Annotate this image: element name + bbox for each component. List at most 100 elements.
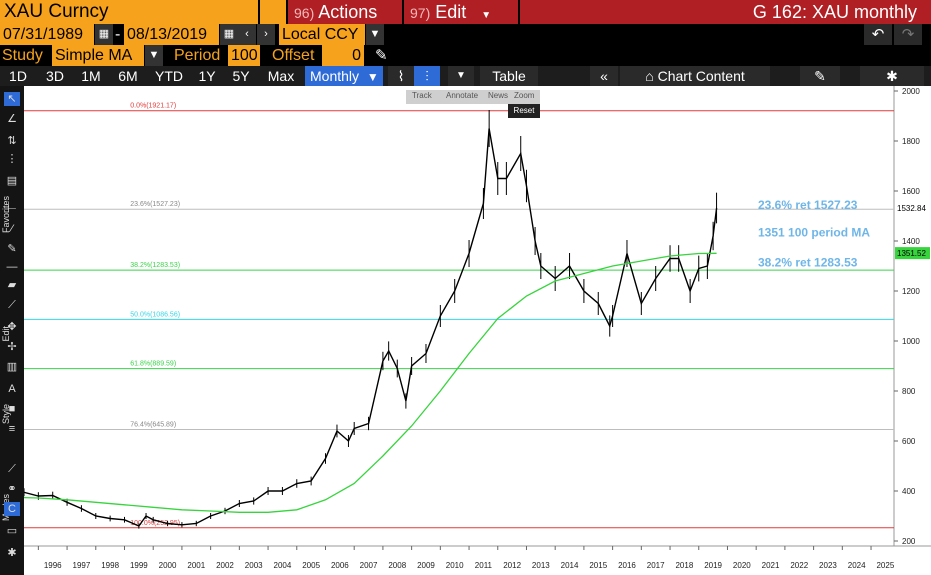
snap-icon[interactable]: C (4, 502, 20, 516)
x-tick-label: 2001 (187, 561, 205, 570)
fib-icon[interactable]: ▤ (6, 175, 18, 187)
x-tick-label: 2023 (819, 561, 837, 570)
x-tick-label: 2002 (216, 561, 234, 570)
x-tick-label: 2013 (532, 561, 550, 570)
date-separator: - (115, 26, 121, 43)
eraser-icon[interactable]: ⟋ (8, 299, 16, 311)
y-tick-label: 2000 (902, 87, 920, 96)
x-tick-label: 2015 (589, 561, 607, 570)
table-button[interactable]: Table (480, 66, 538, 86)
pointer-icon[interactable]: ↖ (4, 92, 20, 106)
chart-canvas: 2000 1800 1600 1400 1200 1000 800 600 400 200 1996… (24, 86, 931, 570)
offset-input[interactable]: 0 (322, 45, 364, 66)
channel-icon[interactable]: ⋮ (6, 153, 18, 165)
x-tick-label: 2012 (503, 561, 521, 570)
currency-select[interactable]: Local CCY (279, 24, 365, 45)
annotate-tool[interactable]: Annotate (446, 91, 479, 100)
lock-icon[interactable]: ▭ (6, 525, 18, 537)
color-icon[interactable]: ■ (8, 403, 16, 415)
undo-icon[interactable]: ↶ (864, 24, 892, 45)
text-icon[interactable]: A (8, 383, 16, 395)
x-tick-label: 1996 (44, 561, 62, 570)
edit-label: Edit (435, 2, 467, 22)
ticker-dropdown[interactable] (258, 0, 286, 24)
study-select[interactable]: Simple MA (52, 45, 144, 66)
crosshair-icon[interactable]: ⟋ (8, 463, 16, 475)
chevron-right-icon[interactable]: › (257, 24, 275, 45)
redo-icon[interactable]: ↷ (894, 24, 922, 45)
zoom-tool[interactable]: Zoom (514, 91, 535, 100)
edit-menu[interactable]: 97) Edit ▼ (404, 0, 518, 24)
period-1y[interactable]: 1Y (198, 68, 216, 84)
chart-icon: ⌂ (645, 68, 658, 84)
bar-chart-icon[interactable]: ⫶ (414, 66, 440, 86)
hline-icon[interactable]: — (6, 261, 18, 273)
period-6m[interactable]: 6M (118, 68, 138, 84)
chevron-down-icon[interactable]: ▼ (145, 45, 163, 66)
link-icon[interactable]: ⚭ (7, 483, 17, 495)
collapse-icon[interactable]: « (590, 66, 618, 86)
actions-menu[interactable]: 96) Actions ▼ (288, 0, 402, 46)
frequency-select[interactable]: Monthly ▼ (305, 66, 383, 86)
period-ytd[interactable]: YTD (155, 68, 183, 84)
chart-annotation: 38.2% ret 1283.53 (758, 256, 858, 270)
style-label: Style (1, 404, 11, 425)
ticker-field[interactable]: XAU Curncy (0, 0, 258, 24)
draw-line-icon[interactable]: ∠ (7, 113, 17, 125)
ruler-icon[interactable]: ⊢ (7, 203, 17, 215)
start-date-field[interactable]: 07/31/1989 (0, 24, 94, 45)
ma-value-tag-bg (895, 247, 930, 260)
period-max[interactable]: Max (267, 68, 295, 84)
y-tick-label: 400 (902, 487, 916, 496)
period-5y[interactable]: 5Y (232, 68, 250, 84)
price-chart[interactable]: 2000 1800 1600 1400 1200 1000 800 600 400 200 1996… (24, 86, 931, 575)
x-tick-label: 2022 (790, 561, 808, 570)
chevron-down-icon[interactable]: ▼ (366, 24, 384, 45)
marker-icon[interactable]: ▰ (7, 279, 17, 291)
calendar-icon[interactable]: ▦ (220, 24, 238, 45)
pencil-icon[interactable]: ✎ (375, 47, 388, 64)
fib-level-label: 0.0%(1921.17) (130, 103, 176, 110)
gear-icon[interactable]: ✱ (7, 547, 17, 559)
x-tick-label: 1997 (73, 561, 91, 570)
x-tick-label: 2014 (561, 561, 579, 570)
y-tick-label: 1800 (902, 137, 920, 146)
y-tick-label: 1200 (902, 287, 920, 296)
delete-icon[interactable]: ▥ (6, 361, 18, 373)
moving-average-line (24, 252, 717, 513)
news-tool[interactable]: News (488, 91, 509, 100)
chart-content-label: Chart Content (657, 68, 745, 84)
period-1d[interactable]: 1D (9, 68, 27, 84)
period-1m[interactable]: 1M (81, 68, 101, 84)
pen-icon[interactable]: ✎ (7, 243, 17, 255)
x-tick-label: 2003 (245, 561, 263, 570)
reset-button[interactable]: Reset (508, 104, 540, 118)
x-tick-label: 2004 (274, 561, 292, 570)
gear-icon[interactable]: ✱ (860, 66, 924, 86)
move-icon[interactable]: ✥ (7, 321, 17, 333)
track-tool[interactable]: Track (412, 91, 432, 100)
x-tick-label: 2009 (417, 561, 435, 570)
brush-icon[interactable]: ⁄ (11, 223, 13, 235)
chevron-left-icon[interactable]: ‹ (238, 24, 256, 45)
edit-chart-icon[interactable]: ✎ (800, 66, 840, 86)
line-chart-icon[interactable]: ⌇ (388, 66, 414, 86)
chart-content-button[interactable]: ⌂ Chart Content (620, 66, 770, 86)
x-tick-label: 2007 (360, 561, 378, 570)
frequency-label: Monthly (310, 68, 360, 84)
chevron-down-icon[interactable]: ▼ (448, 66, 474, 86)
calendar-icon[interactable]: ▦ (95, 24, 113, 45)
fib-level-label: 61.8%(889.59) (130, 361, 176, 368)
fib-level-label: 76.4%(645.89) (130, 422, 176, 429)
end-date-field[interactable]: 08/13/2019 (124, 24, 219, 45)
x-tick-label: 2018 (675, 561, 693, 570)
trend-icon[interactable]: ⇅ (7, 135, 17, 147)
pan-icon[interactable]: ✢ (7, 341, 17, 353)
period-label: Period (174, 47, 221, 64)
period-input[interactable]: 100 (228, 45, 260, 66)
period-3d[interactable]: 3D (46, 68, 64, 84)
fib-level-label: 23.6%(1527.23) (130, 201, 180, 208)
last-price-tag: 1532.84 (897, 204, 926, 213)
line-width-icon[interactable]: ≡ (8, 423, 16, 435)
chevron-down-icon: ▼ (481, 10, 492, 21)
